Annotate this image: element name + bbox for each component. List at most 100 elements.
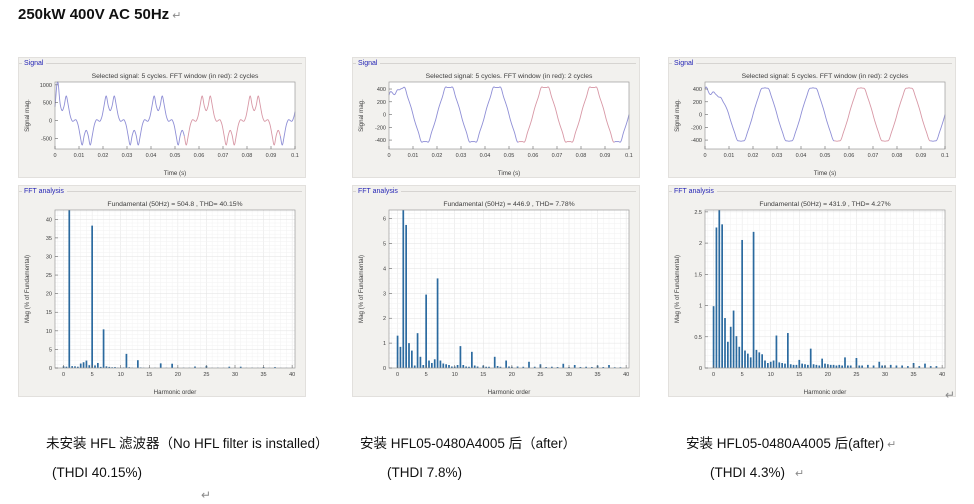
plot-title: Selected signal: 5 cycles. FFT window (i… <box>92 73 259 80</box>
x-tick-label: 10 <box>452 372 458 378</box>
x-tick-label: 25 <box>853 372 859 378</box>
y-tick-label: 1 <box>699 304 702 310</box>
return-mark-icon: ↵ <box>945 388 956 402</box>
x-tick-label: 10 <box>768 372 774 378</box>
x-tick-label: 0.03 <box>772 153 783 159</box>
x-tick-label: 0 <box>53 153 56 159</box>
signal-plot-3: 0 0.01 0.02 0.03 0.04 0.05 0.06 0.07 0.08 0.09 0.1… <box>674 73 949 177</box>
x-tick-label: 0.06 <box>528 153 539 159</box>
y-axis-label: Mag (% of Fundamental) <box>24 255 31 323</box>
panel-label: Signal <box>358 60 378 67</box>
fft-panel-2: FFT analysis 0 5 10 15 20 25 30 35 40 0 1 2 3 4 5 6 Fund… <box>352 185 640 397</box>
x-tick-label: 0.09 <box>600 153 611 159</box>
panel-header: FFT analysis <box>669 186 955 197</box>
panel-label: Signal <box>24 60 44 67</box>
x-tick-label: 0.09 <box>266 153 277 159</box>
x-tick-label: 30 <box>232 372 238 378</box>
return-mark-icon: ↵ <box>172 10 182 22</box>
axis-ticks <box>705 211 943 369</box>
y-tick-label: 20 <box>46 292 52 298</box>
x-tick-label: 0.03 <box>456 153 467 159</box>
x-tick-label: 20 <box>825 372 831 378</box>
y-tick-label: 2 <box>383 316 386 322</box>
x-tick-label: 0.02 <box>98 153 109 159</box>
caption-thdi: (THDI 4.3%) <box>710 465 786 480</box>
caption-after-filter-1: 安装 HFL05-0480A4005 后（after） (THDI 7.8%) <box>360 432 690 480</box>
y-tick-label: 200 <box>377 100 386 106</box>
caption-line-1: 安装 HFL05-0480A4005 后(after) ↵ <box>686 432 974 452</box>
x-tick-label: 0.06 <box>194 153 205 159</box>
x-tick-label: 0.02 <box>748 153 759 159</box>
x-axis-label: Harmonic order <box>804 389 847 396</box>
x-tick-label: 30 <box>882 372 888 378</box>
x-tick-label: 0.04 <box>480 153 491 159</box>
fft-bars <box>396 210 622 368</box>
x-tick-label: 0.03 <box>122 153 133 159</box>
x-tick-label: 0.01 <box>74 153 85 159</box>
signal-waveform-post-window <box>279 111 296 146</box>
x-tick-label: 40 <box>289 372 295 378</box>
y-tick-label: 0 <box>49 118 52 124</box>
y-tick-label: 1000 <box>40 83 52 89</box>
x-tick-label: 0 <box>62 372 65 378</box>
x-tick-label: 10 <box>118 372 124 378</box>
y-tick-label: 0 <box>383 113 386 119</box>
fft-plot-3: 0 5 10 15 20 25 30 35 40 0 0.5 1 1.5 2 2.5 Fundamental … <box>674 201 946 396</box>
x-tick-label: 0.05 <box>170 153 181 159</box>
x-axis-label: Time (s) <box>498 170 520 177</box>
axis-ticks <box>704 88 946 149</box>
y-tick-label: 6 <box>383 217 386 223</box>
y-tick-label: 400 <box>377 87 386 93</box>
y-tick-label: -500 <box>41 136 52 142</box>
x-tick-label: 0 <box>703 153 706 159</box>
x-tick-label: 35 <box>261 372 267 378</box>
x-tick-label: 5 <box>91 372 94 378</box>
plot-title: Fundamental (50Hz) = 431.9 , THD= 4.27% <box>759 201 890 208</box>
y-tick-label: 3 <box>383 291 386 297</box>
axes-box <box>704 209 946 369</box>
caption-after-filter-2: 安装 HFL05-0480A4005 后(after) ↵ (THDI 4.3%)… <box>686 432 974 480</box>
plot-title: Fundamental (50Hz) = 446.9 , THD= 7.78% <box>443 201 574 208</box>
y-tick-label: 30 <box>46 254 52 260</box>
y-tick-label: 0.5 <box>694 335 702 341</box>
x-tick-label: 15 <box>480 372 486 378</box>
axis-ticks <box>55 218 293 369</box>
signal-plot-2: 0 0.01 0.02 0.03 0.04 0.05 0.06 0.07 0.08 0.09 0.1… <box>358 73 633 177</box>
plot-title: Selected signal: 5 cycles. FFT window (i… <box>742 73 909 80</box>
panel-rule <box>19 63 22 64</box>
x-axis-label: Time (s) <box>164 170 186 177</box>
fft-plot-2: 0 5 10 15 20 25 30 35 40 0 1 2 3 4 5 6 Fundamental (50Hz… <box>358 201 630 396</box>
y-tick-label: 10 <box>46 329 52 335</box>
y-tick-label: 500 <box>43 101 52 107</box>
x-tick-label: 5 <box>425 372 428 378</box>
x-tick-label: 0.1 <box>291 153 299 159</box>
caption-text: 安装 HFL05-0480A4005 后（after） <box>360 436 577 451</box>
axis-ticks <box>54 84 296 149</box>
x-tick-label: 40 <box>623 372 629 378</box>
panel-rule <box>46 63 302 64</box>
x-tick-label: 35 <box>911 372 917 378</box>
plot-area <box>705 210 945 368</box>
signal-waveform-pre-window <box>388 86 519 143</box>
fft-plot-1: 0 5 10 15 20 25 30 35 40 0 5 10 15 20 25 30 35 40 Fundamen… <box>24 201 296 396</box>
panel-header: Signal <box>19 58 305 69</box>
x-tick-label: 0.07 <box>552 153 563 159</box>
panel-header: FFT analysis <box>353 186 639 197</box>
y-tick-label: -400 <box>691 138 702 144</box>
caption-line-1: 未安装 HFL 滤波器（No HFL filter is installed） <box>46 432 376 452</box>
x-tick-label: 0.04 <box>146 153 157 159</box>
x-tick-label: 5 <box>741 372 744 378</box>
y-axis-label: Mag (% of Fundamental) <box>674 255 681 323</box>
x-tick-label: 0.08 <box>242 153 253 159</box>
panel-rule <box>353 63 356 64</box>
panel-label: FFT analysis <box>358 188 398 195</box>
signal-panel-1: Signal 0 0.01 0.02 0.03 0.04 0.05 0.06 0.07 0.08… <box>18 57 306 178</box>
plot-area <box>55 210 295 368</box>
panel-label: Signal <box>674 60 694 67</box>
y-axis-label: Signal mag. <box>674 99 681 132</box>
panel-rule <box>400 191 636 192</box>
caption-thdi: (THDI 40.15%) <box>52 465 143 480</box>
y-axis-label: Signal mag. <box>24 99 31 132</box>
y-axis-label: Mag (% of Fundamental) <box>358 255 365 323</box>
caption-line-1: 安装 HFL05-0480A4005 后（after） <box>360 432 690 452</box>
